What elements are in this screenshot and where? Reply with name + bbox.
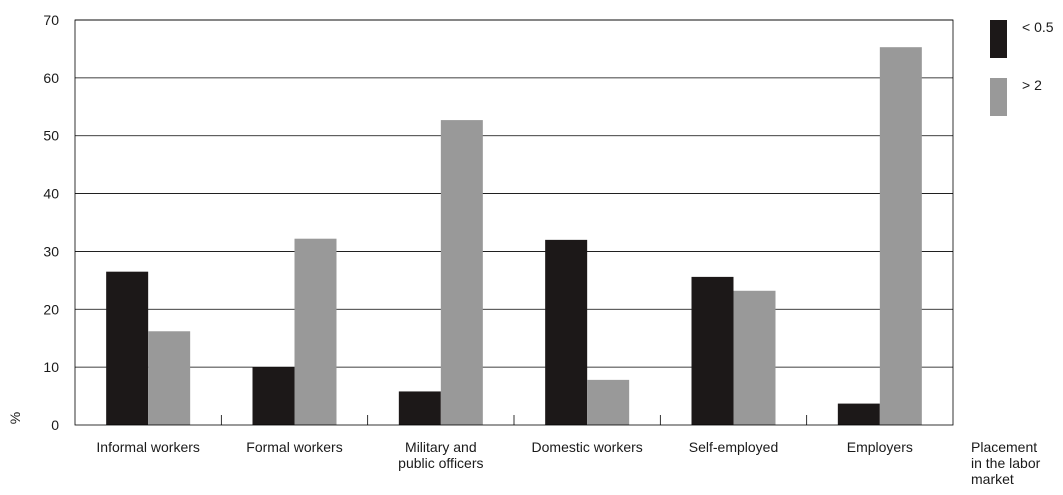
legend-swatch <box>990 20 1007 58</box>
bar-gt-2 <box>733 290 776 425</box>
plot-frame <box>74 19 954 426</box>
x-category-label: Informal workers <box>96 439 199 455</box>
x-category-label: Employers <box>847 439 913 455</box>
x-category-label: Domestic workers <box>532 439 643 455</box>
gridlines <box>75 19 953 368</box>
y-tick-label: 30 <box>43 243 59 259</box>
y-tick-label: 20 <box>43 301 59 317</box>
x-category-label: Self-employed <box>689 439 779 455</box>
bar-lt-0-5 <box>398 391 441 425</box>
bar-lt-0-5 <box>252 367 295 425</box>
bar-gt-2 <box>879 47 922 425</box>
x-category-labels: Informal workers Formal workers Military a… <box>96 439 912 471</box>
y-tick-label: 70 <box>43 12 59 28</box>
bar-lt-0-5 <box>545 239 588 425</box>
bar-lt-0-5 <box>106 271 149 425</box>
bar-lt-0-5 <box>837 403 880 425</box>
bar-gt-2 <box>148 331 191 425</box>
x-axis-title: Placement in the labor market <box>971 439 1041 487</box>
x-axis-title-text: Placement in the labor market <box>971 439 1041 487</box>
y-tick-label: 0 <box>51 417 59 433</box>
legend-label: < 0.5 <box>1022 19 1054 35</box>
bars <box>106 47 922 425</box>
legend: < 0.5 > 2 <box>990 19 1054 116</box>
y-tick-label: 50 <box>43 128 59 144</box>
legend-swatch <box>990 78 1007 116</box>
y-tick-label: 40 <box>43 186 59 202</box>
axes <box>74 19 954 426</box>
bar-gt-2 <box>294 238 337 425</box>
y-tick-labels: 0 10 20 30 40 50 60 70 <box>43 12 59 433</box>
bar-lt-0-5 <box>691 276 734 425</box>
y-tick-label: 60 <box>43 70 59 86</box>
y-axis-title: % <box>7 412 23 424</box>
bar-gt-2 <box>440 120 483 425</box>
legend-label: > 2 <box>1022 77 1042 93</box>
y-tick-label: 10 <box>43 359 59 375</box>
x-category-label: Military and public officers <box>398 439 483 471</box>
x-category-label: Formal workers <box>246 439 342 455</box>
bar-gt-2 <box>587 379 630 425</box>
